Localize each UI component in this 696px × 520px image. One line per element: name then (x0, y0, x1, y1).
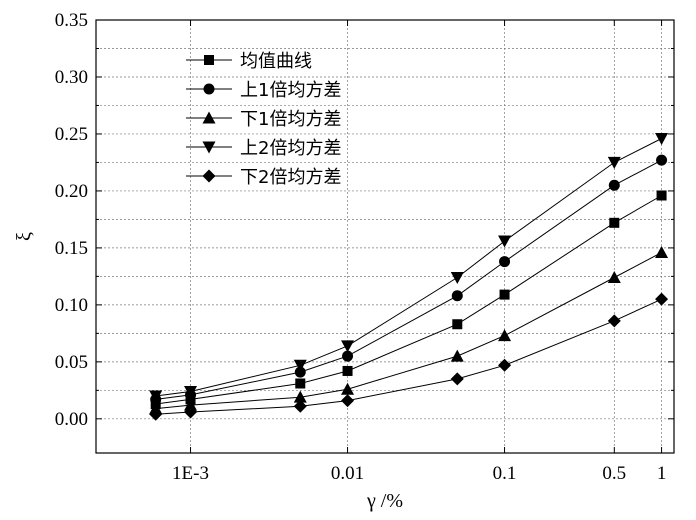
y-tick-label: 0.20 (55, 181, 88, 202)
data-point-diamond (149, 407, 163, 421)
series-line (155, 138, 662, 397)
data-point-square (609, 217, 620, 228)
legend-label: 上1倍均方差 (240, 80, 341, 101)
data-point-diamond (655, 292, 669, 306)
y-tick-label: 0.00 (55, 409, 88, 430)
legend-label: 下1倍均方差 (240, 109, 341, 130)
data-point-triangle-up (184, 398, 198, 411)
data-point-triangle-up (293, 390, 307, 403)
data-point-triangle-down (202, 141, 216, 154)
data-point-circle (342, 350, 354, 362)
data-point-triangle-up (450, 349, 464, 362)
data-point-triangle-down (498, 235, 512, 248)
data-point-diamond (293, 399, 307, 413)
x-axis-label: γ /% (366, 490, 403, 512)
y-tick-label: 0.05 (55, 352, 88, 373)
data-point-triangle-down (341, 340, 355, 353)
series-group (149, 133, 669, 421)
legend-label: 下2倍均方差 (240, 167, 341, 188)
data-point-diamond (202, 169, 216, 183)
data-point-triangle-up (655, 245, 669, 258)
data-point-square (204, 55, 214, 65)
data-point-triangle-down (149, 390, 163, 403)
y-axis-label: ξ (13, 232, 35, 241)
data-point-square (452, 319, 463, 330)
data-point-square (656, 190, 667, 201)
data-point-diamond (184, 405, 198, 419)
x-tick-label: 0.01 (331, 463, 364, 484)
legend-label: 上2倍均方差 (240, 138, 341, 159)
data-point-triangle-up (498, 329, 512, 342)
x-tick-label: 0.1 (493, 463, 517, 484)
data-point-triangle-down (607, 156, 621, 169)
data-point-circle (499, 256, 511, 268)
y-tick-label: 0.30 (55, 67, 88, 88)
data-point-circle (451, 290, 463, 302)
data-point-diamond (341, 394, 355, 408)
plot-frame (95, 19, 675, 454)
grid-lines (96, 19, 674, 453)
data-point-square (499, 289, 510, 300)
data-point-triangle-down (184, 385, 198, 398)
data-point-square (295, 378, 306, 389)
y-tick-label: 0.35 (55, 10, 88, 31)
data-point-diamond (450, 372, 464, 386)
data-point-circle (203, 83, 215, 95)
x-tick-label: 1 (657, 463, 667, 484)
data-point-triangle-down (450, 272, 464, 285)
data-point-square (342, 365, 353, 376)
x-tick-label: 1E-3 (172, 463, 209, 484)
data-point-diamond (498, 358, 512, 372)
series-line (155, 159, 662, 400)
data-point-triangle-down (293, 359, 307, 372)
data-point-triangle-up (607, 271, 621, 284)
data-point-circle (656, 154, 668, 166)
data-point-triangle-down (655, 133, 669, 146)
data-point-diamond (607, 314, 621, 328)
y-tick-label: 0.25 (55, 124, 88, 145)
data-point-triangle-up (202, 111, 216, 124)
x-tick-label: 0.5 (602, 463, 626, 484)
axis-ticks: 0.00 0.05 0.10 0.15 0.20 0.25 0.30 0.35 1E-3 0.01… (55, 10, 674, 484)
legend-label: 均值曲线 (240, 51, 312, 72)
data-point-circle (608, 179, 620, 191)
data-point-circle (294, 366, 306, 378)
series-line (155, 298, 662, 415)
y-tick-label: 0.15 (55, 238, 88, 259)
series-line (155, 252, 662, 410)
series-line (155, 195, 662, 405)
data-point-triangle-up (341, 382, 355, 395)
y-tick-label: 0.10 (55, 295, 88, 316)
